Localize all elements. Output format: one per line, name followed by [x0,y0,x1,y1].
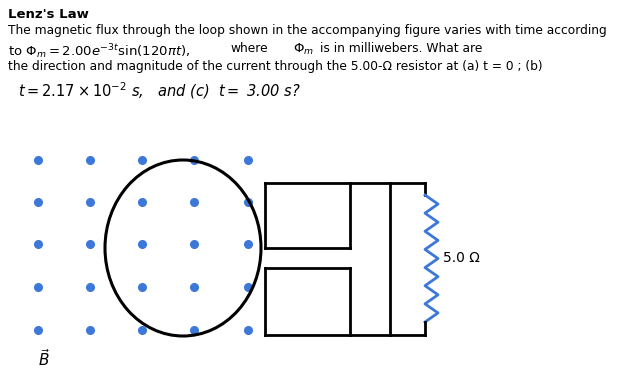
Text: $\vec{B}$: $\vec{B}$ [38,348,50,368]
Text: the direction and magnitude of the current through the 5.00-Ω resistor at (a) t : the direction and magnitude of the curre… [8,60,543,73]
Text: Lenz's Law: Lenz's Law [8,8,89,21]
Text: to $\Phi_m = 2.00e^{-3t}\sin(120\pi t)$,: to $\Phi_m = 2.00e^{-3t}\sin(120\pi t)$, [8,42,190,61]
Text: $t = 2.17\times 10^{-2}$ s,   and (c)  $t =$ 3.00 s?: $t = 2.17\times 10^{-2}$ s, and (c) $t =… [18,80,301,101]
Text: where: where [230,42,268,55]
Text: $\Phi_m$: $\Phi_m$ [293,42,314,57]
Text: 5.0 Ω: 5.0 Ω [443,251,480,265]
Text: is in milliwebers. What are: is in milliwebers. What are [320,42,482,55]
Text: The magnetic flux through the loop shown in the accompanying figure varies with : The magnetic flux through the loop shown… [8,24,607,37]
